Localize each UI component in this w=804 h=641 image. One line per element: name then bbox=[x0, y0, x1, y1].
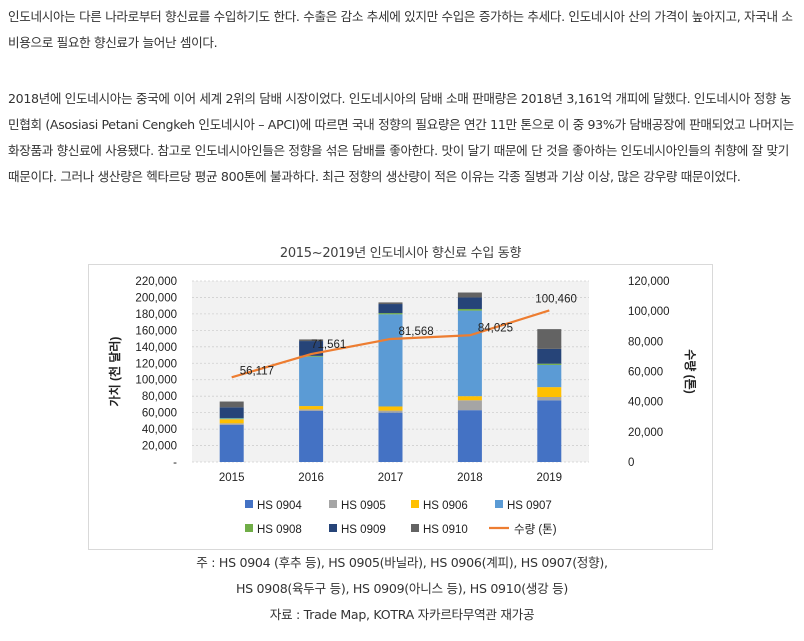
y2-axis-title: 수량 (톤) bbox=[683, 349, 697, 393]
legend-swatch bbox=[329, 500, 337, 508]
legend-swatch bbox=[495, 500, 503, 508]
y2-tick-label: 20,000 bbox=[628, 427, 663, 439]
bar-segment bbox=[219, 401, 244, 408]
bar-segment bbox=[537, 329, 562, 349]
bar-segment bbox=[457, 297, 482, 309]
y-tick-label: 120,000 bbox=[135, 358, 177, 370]
data-label: 81,568 bbox=[399, 326, 434, 338]
article-paragraph-1: 인도네시아는 다른 나라로부터 향신료를 수입하기도 한다. 수출은 감소 추세… bbox=[8, 9, 793, 50]
legend-swatch bbox=[329, 524, 337, 532]
bar-segment bbox=[299, 406, 324, 410]
bar-segment bbox=[457, 308, 482, 311]
article-paragraph-2: 2018년에 인도네시아는 중국에 이어 세계 2위의 담배 시장이었다. 인도… bbox=[8, 91, 794, 184]
legend-label: HS 0908 bbox=[257, 524, 302, 536]
data-label: 84,025 bbox=[478, 322, 513, 334]
y2-tick-label: 40,000 bbox=[628, 397, 663, 409]
data-label: 71,561 bbox=[311, 339, 346, 351]
bar-segment bbox=[219, 424, 244, 462]
chart-note-line-2: HS 0908(육두구 등), HS 0909(아니스 등), HS 0910(… bbox=[235, 581, 568, 596]
y-tick-label: 220,000 bbox=[135, 276, 177, 288]
x-tick-label: 2018 bbox=[457, 472, 483, 484]
bar-segment bbox=[537, 364, 562, 388]
chart-source: 자료 : Trade Map, KOTRA 자카르타무역관 재가공 bbox=[269, 607, 535, 622]
bar-segment bbox=[299, 409, 324, 411]
bar-segment bbox=[378, 314, 403, 407]
y-tick-label: 80,000 bbox=[142, 391, 177, 403]
bar-segment bbox=[299, 355, 324, 357]
y2-tick-label: 100,000 bbox=[628, 306, 670, 318]
chart-note-line-1: 주 : HS 0904 (후추 등), HS 0905(바닐라), HS 090… bbox=[196, 555, 608, 570]
bar-segment bbox=[457, 400, 482, 411]
legend-label: 수량 (톤) bbox=[514, 523, 557, 536]
legend-label: HS 0907 bbox=[507, 500, 552, 512]
y-tick-label: 60,000 bbox=[142, 408, 177, 420]
bar-segment bbox=[457, 396, 482, 401]
bar-segment bbox=[457, 310, 482, 397]
y-tick-label: 160,000 bbox=[135, 325, 177, 337]
bar-segment bbox=[378, 302, 403, 305]
legend-label: HS 0909 bbox=[341, 524, 386, 536]
y-tick-label: - bbox=[173, 457, 177, 469]
legend-label: HS 0905 bbox=[341, 500, 386, 512]
y-tick-label: 100,000 bbox=[135, 375, 177, 387]
bar-segment bbox=[219, 418, 244, 420]
bar-segment bbox=[457, 410, 482, 462]
legend-label: HS 0910 bbox=[423, 524, 468, 536]
bar-segment bbox=[537, 387, 562, 398]
x-tick-label: 2019 bbox=[537, 472, 563, 484]
bar-segment bbox=[378, 410, 403, 413]
y-tick-label: 40,000 bbox=[142, 424, 177, 436]
legend-swatch bbox=[245, 524, 253, 532]
bar-segment bbox=[299, 339, 324, 342]
y2-tick-label: 60,000 bbox=[628, 367, 663, 379]
data-label: 100,460 bbox=[535, 293, 577, 305]
bar-segment bbox=[219, 423, 244, 425]
x-tick-label: 2017 bbox=[378, 472, 404, 484]
bar-segment bbox=[537, 400, 562, 462]
bar-segment bbox=[378, 313, 403, 315]
quantity-line bbox=[231, 309, 550, 379]
y2-tick-label: 80,000 bbox=[628, 336, 663, 348]
bar-segment bbox=[219, 407, 244, 418]
bar-segment bbox=[299, 410, 324, 462]
bar-segment bbox=[299, 356, 324, 407]
legend-swatch bbox=[411, 500, 419, 508]
legend-label: HS 0906 bbox=[423, 500, 468, 512]
legend-swatch bbox=[245, 500, 253, 508]
chart-title: 2015~2019년 인도네시아 향신료 수입 동향 bbox=[279, 246, 522, 261]
y-axis-title: 가치 (천 달러) bbox=[107, 337, 122, 407]
bar-segment bbox=[219, 419, 244, 424]
data-label: 56,117 bbox=[240, 365, 274, 377]
bar-segment bbox=[537, 363, 562, 365]
y2-tick-label: 0 bbox=[628, 457, 634, 469]
x-tick-label: 2015 bbox=[219, 472, 245, 484]
bar-segment bbox=[378, 412, 403, 462]
bar-segment bbox=[378, 304, 403, 314]
bar-segment bbox=[537, 348, 562, 364]
bar-segment bbox=[378, 406, 403, 411]
y-tick-label: 180,000 bbox=[135, 309, 177, 321]
y-tick-label: 200,000 bbox=[135, 292, 177, 304]
chart-area: - 20,000 40,000 60,000 80,000 100,000 120,000 1… bbox=[88, 264, 713, 550]
x-tick-label: 2016 bbox=[298, 472, 324, 484]
chart-canvas: - 20,000 40,000 60,000 80,000 100,000 120,000 1… bbox=[107, 276, 697, 536]
legend-label: HS 0904 bbox=[257, 500, 302, 512]
bar-segment bbox=[457, 292, 482, 298]
y-tick-label: 20,000 bbox=[142, 441, 177, 453]
legend-swatch bbox=[411, 524, 419, 532]
bar-segment bbox=[537, 397, 562, 401]
y2-tick-label: 120,000 bbox=[628, 276, 670, 288]
y-tick-label: 140,000 bbox=[135, 342, 177, 354]
